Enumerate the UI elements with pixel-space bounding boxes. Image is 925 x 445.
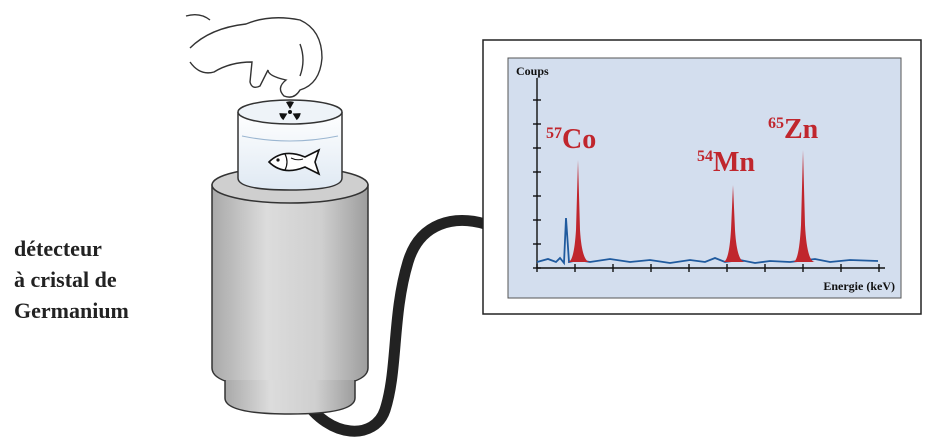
peak-co57 bbox=[568, 160, 590, 262]
peak-label-co57: 57Co bbox=[546, 124, 596, 155]
peak-label-mn54: 54Mn bbox=[697, 147, 755, 178]
cable bbox=[297, 215, 491, 437]
spectrum-monitor bbox=[482, 39, 922, 315]
detector-label-line-3: Germanium bbox=[14, 298, 129, 323]
detector-label-line-2: à cristal de bbox=[14, 267, 117, 292]
y-axis-label: Coups bbox=[516, 64, 549, 78]
x-axis-label: Energie (keV) bbox=[823, 279, 895, 293]
peak-zn65 bbox=[793, 150, 815, 262]
radiation-icon bbox=[279, 101, 301, 121]
spectrum-baseline bbox=[536, 217, 879, 266]
peak-label-zn65: 65Zn bbox=[768, 114, 819, 145]
peak-label-zn65-mass: 65 bbox=[768, 115, 784, 132]
detector-label: détecteur à cristal de Germanium bbox=[14, 233, 204, 326]
peak-label-co57-mass: 57 bbox=[546, 125, 562, 142]
peak-label-zn65-symbol: Zn bbox=[784, 114, 819, 145]
peak-label-co57-symbol: Co bbox=[562, 124, 596, 155]
peak-mn54 bbox=[723, 185, 745, 262]
detector bbox=[211, 166, 369, 415]
peak-label-mn54-symbol: Mn bbox=[713, 147, 755, 178]
hand-icon bbox=[185, 13, 323, 98]
spectrum-axes bbox=[533, 78, 885, 272]
detector-label-line-1: détecteur bbox=[14, 236, 102, 261]
fish-icon bbox=[267, 148, 321, 176]
peak-label-mn54-mass: 54 bbox=[697, 148, 713, 165]
